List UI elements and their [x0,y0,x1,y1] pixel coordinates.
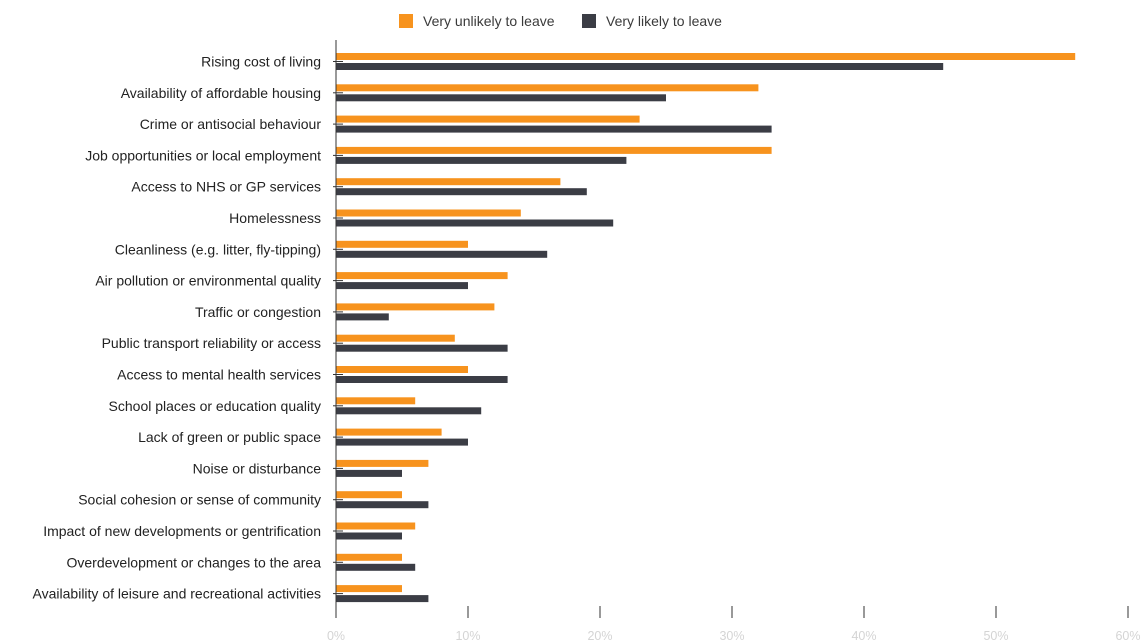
legend-label-0: Very unlikely to leave [423,13,555,29]
bars [336,53,1076,603]
bar-very-unlikely-14 [336,491,402,499]
bar-very-likely-15 [336,532,402,540]
category-label-0: Rising cost of living [201,54,321,70]
axes: 0% 10% 20% 30% 40% 50% 60% [327,40,1141,643]
category-label-5: Homelessness [229,210,321,226]
bar-very-likely-9 [336,344,508,352]
category-label-1: Availability of affordable housing [121,85,321,101]
bar-very-unlikely-7 [336,272,508,280]
bar-very-unlikely-2 [336,115,640,123]
bar-very-likely-5 [336,219,614,227]
legend-swatch-0 [399,14,413,28]
bar-very-likely-0 [336,63,944,70]
category-label-14: Social cohesion or sense of community [78,492,321,508]
bar-very-likely-4 [336,188,587,196]
category-label-16: Overdevelopment or changes to the area [67,554,322,570]
legend-swatch-1 [582,14,596,28]
bar-very-unlikely-4 [336,178,561,186]
bar-very-likely-3 [336,156,627,164]
bar-very-unlikely-6 [336,240,468,248]
category-label-2: Crime or antisocial behaviour [140,116,322,132]
bar-very-unlikely-13 [336,459,429,467]
x-tick-label-4: 40% [851,629,876,643]
category-label-7: Air pollution or environmental quality [95,273,321,289]
bar-very-likely-7 [336,282,468,290]
legend-label-1: Very likely to leave [606,13,722,29]
bar-very-likely-2 [336,125,772,133]
bar-very-unlikely-10 [336,366,468,373]
bar-very-unlikely-11 [336,397,416,405]
bar-very-likely-8 [336,313,389,321]
category-labels: Rising cost of living Availability of aff… [33,54,322,602]
category-label-10: Access to mental health services [117,367,321,383]
x-tick-label-5: 50% [983,629,1008,643]
bar-very-likely-6 [336,250,548,258]
bar-very-unlikely-5 [336,209,521,217]
category-label-12: Lack of green or public space [138,429,321,445]
x-tick-label-1: 10% [455,629,480,643]
bar-very-unlikely-8 [336,303,495,311]
category-label-11: School places or education quality [109,398,321,414]
x-tick-label-2: 20% [587,629,612,643]
x-tick-label-6: 60% [1115,629,1140,643]
bar-very-likely-1 [336,94,666,102]
bar-very-unlikely-0 [336,53,1076,60]
bar-very-unlikely-9 [336,334,455,342]
bar-very-unlikely-17 [336,585,402,593]
x-tick-label-3: 30% [719,629,744,643]
bar-very-likely-14 [336,501,429,509]
bar-very-likely-12 [336,438,468,446]
bar-very-unlikely-15 [336,522,416,530]
bar-very-unlikely-16 [336,553,402,561]
category-label-13: Noise or disturbance [193,460,322,476]
bar-very-unlikely-3 [336,146,772,154]
legend: Very unlikely to leave Very likely to lea… [399,13,722,29]
category-label-3: Job opportunities or local employment [85,147,321,163]
bar-very-likely-16 [336,563,416,571]
category-label-9: Public transport reliability or access [102,335,321,351]
category-label-8: Traffic or congestion [195,304,321,320]
category-label-15: Impact of new developments or gentrifica… [43,523,321,539]
bar-very-likely-11 [336,407,482,415]
bar-very-likely-17 [336,595,429,603]
category-label-17: Availability of leisure and recreational… [33,586,321,602]
bar-very-unlikely-12 [336,428,442,436]
x-tick-label-0: 0% [327,629,345,643]
category-label-4: Access to NHS or GP services [131,179,321,195]
bar-very-unlikely-1 [336,84,759,92]
bar-very-likely-10 [336,376,508,383]
category-label-6: Cleanliness (e.g. litter, fly-tipping) [115,241,321,257]
bar-very-likely-13 [336,469,402,477]
